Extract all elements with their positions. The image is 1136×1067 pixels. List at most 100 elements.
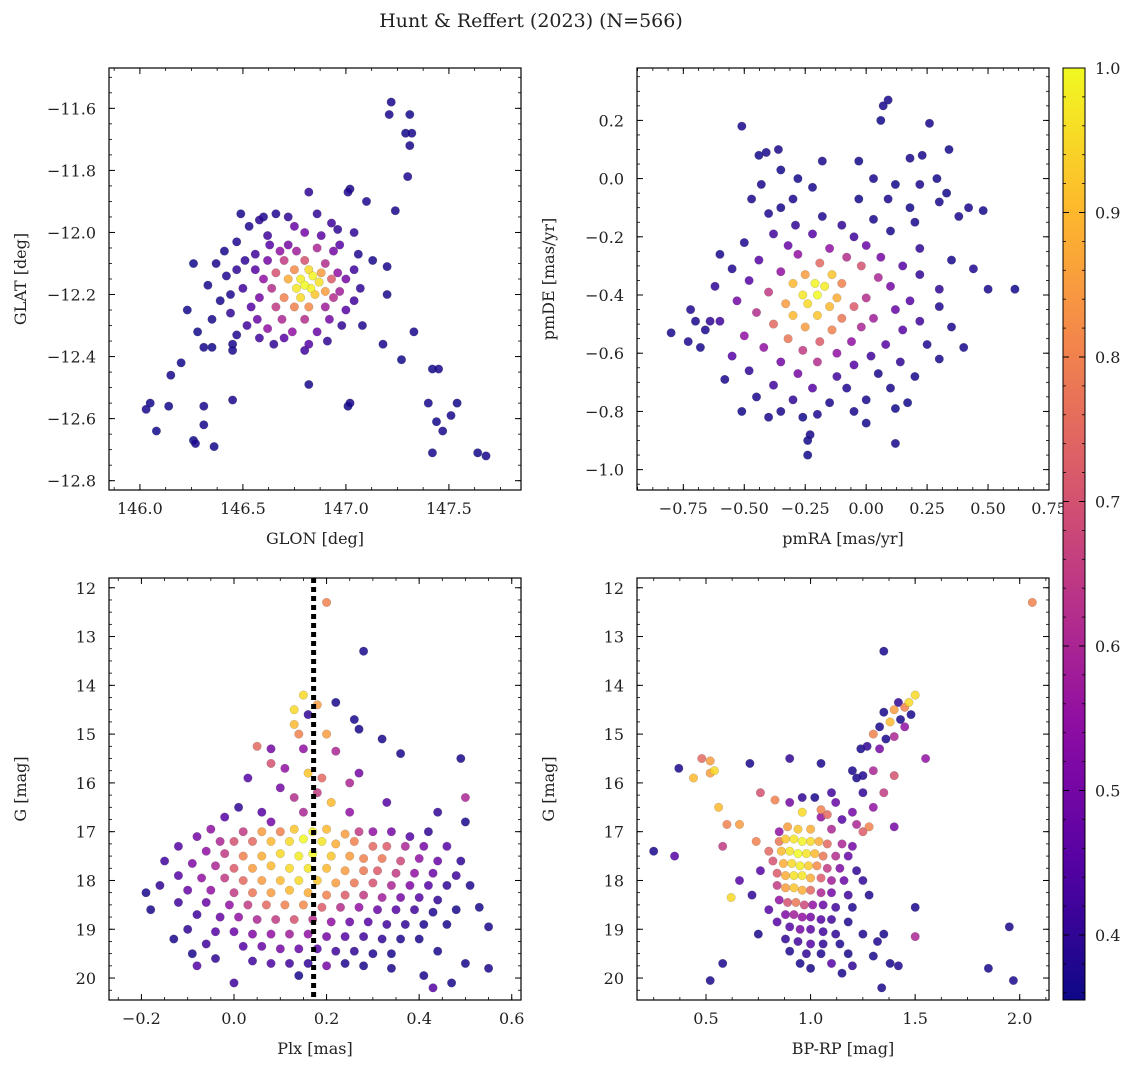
scatter-point	[795, 861, 805, 871]
scatter-point	[806, 885, 816, 895]
x-tick-label: 0.50	[970, 499, 1006, 518]
scatter-point	[983, 284, 993, 294]
scatter-point	[248, 888, 257, 898]
scatter-point	[747, 194, 757, 204]
scatter-point	[349, 878, 359, 888]
scatter-point	[173, 871, 183, 881]
scatter-point	[812, 357, 822, 367]
scatter-point	[778, 858, 788, 868]
scatter-point	[739, 238, 749, 248]
x-tick-label: 146.0	[117, 499, 163, 518]
scatter-point	[915, 316, 925, 326]
scatter-point	[386, 880, 396, 890]
scatter-point	[414, 854, 424, 863]
scatter-point	[345, 917, 355, 927]
scatter-point	[797, 793, 807, 802]
scatter-point	[303, 710, 313, 720]
scatter-point	[250, 265, 260, 275]
scatter-point	[889, 822, 899, 832]
scatter-point	[686, 305, 696, 315]
scatter-point	[349, 836, 359, 846]
scatter-point	[145, 398, 155, 408]
colorbar-tick-label: 0.7	[1095, 492, 1120, 511]
scatter-point	[831, 797, 841, 807]
scatter-point	[206, 885, 216, 895]
scatter-point	[359, 866, 369, 876]
scatter-point	[160, 856, 170, 866]
scatter-point	[289, 719, 299, 729]
scatter-point	[275, 246, 285, 256]
scatter-point	[238, 876, 248, 885]
scatter-point	[331, 878, 341, 888]
scatter-point	[737, 121, 747, 131]
scatter-point	[889, 705, 899, 715]
scatter-point	[317, 902, 327, 912]
scatter-point	[727, 351, 737, 361]
scatter-point	[781, 934, 790, 944]
scatter-point	[400, 841, 410, 851]
scatter-point	[856, 261, 866, 271]
scatter-point	[382, 919, 392, 929]
scatter-point	[451, 871, 461, 881]
scatter-point	[827, 788, 836, 798]
scatter-point	[915, 270, 925, 280]
scatter-point	[839, 876, 849, 885]
scatter-point	[827, 915, 836, 924]
scatter-point	[285, 885, 294, 895]
scatter-point	[335, 286, 345, 296]
scatter-point	[300, 280, 310, 290]
scatter-point	[843, 851, 853, 861]
y-axis-label: G [mag]	[11, 756, 30, 821]
scatter-point	[883, 95, 893, 105]
scatter-point	[382, 290, 392, 299]
scatter-point	[847, 766, 857, 776]
scatter-point	[219, 246, 229, 256]
scatter-point	[934, 354, 944, 364]
scatter-point	[806, 824, 816, 834]
scatter-point	[226, 308, 235, 318]
scatter-point	[715, 316, 725, 326]
scatter-point	[789, 883, 799, 893]
scatter-point	[289, 302, 299, 312]
scatter-point	[267, 283, 277, 293]
scatter-point	[384, 110, 394, 119]
colorbar-tick-label: 0.4	[1095, 926, 1120, 945]
scatter-point	[391, 905, 401, 915]
scatter-point	[228, 345, 238, 355]
scatter-point	[434, 364, 444, 374]
scatter-point	[298, 690, 308, 700]
scatter-point	[720, 374, 730, 384]
y-tick-label: 18	[76, 871, 96, 890]
scatter-point	[173, 841, 183, 851]
scatter-point	[460, 793, 470, 802]
scatter-point	[800, 270, 810, 280]
scatter-point	[722, 819, 732, 829]
scatter-point	[386, 949, 396, 959]
scatter-point	[812, 290, 822, 300]
scatter-point	[250, 249, 260, 259]
scatter-point	[737, 406, 747, 416]
scatter-point	[752, 392, 761, 402]
x-tick-label: 0.25	[909, 499, 945, 518]
scatter-point	[803, 450, 813, 460]
scatter-point	[886, 383, 895, 393]
scatter-point	[1027, 597, 1037, 607]
scatter-point	[868, 951, 878, 961]
scatter-point	[215, 912, 225, 922]
scatter-point	[843, 917, 853, 927]
scatter-point	[881, 340, 891, 349]
y-tick-label: −11.8	[47, 161, 96, 180]
x-tick-label: −0.75	[659, 499, 708, 518]
scatter-point	[419, 919, 429, 929]
scatter-point	[405, 880, 415, 890]
scatter-point	[785, 922, 795, 932]
scatter-point	[263, 255, 273, 265]
scatter-point	[727, 264, 737, 274]
scatter-point	[864, 890, 874, 900]
scatter-point	[812, 310, 822, 320]
scatter-point	[732, 296, 742, 306]
scatter-point	[354, 902, 364, 912]
scatter-point	[942, 188, 952, 198]
scatter-point	[285, 836, 294, 846]
scatter-point	[368, 827, 378, 837]
